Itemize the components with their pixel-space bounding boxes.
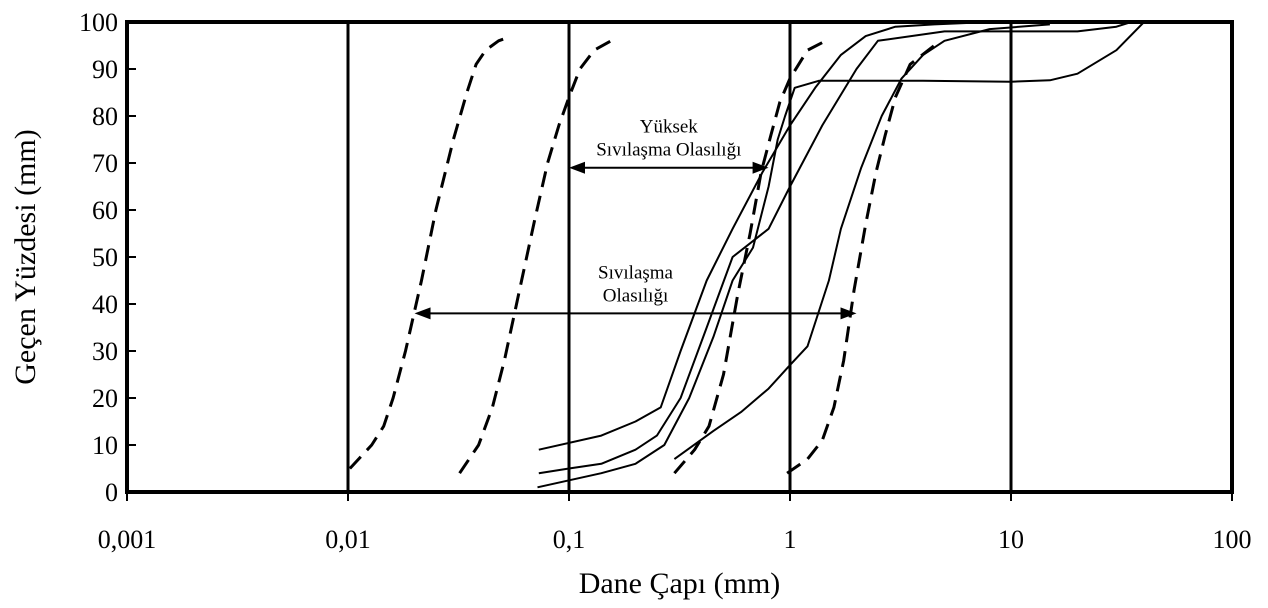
dashed-boundary-curve-3 — [673, 39, 827, 475]
dashed-boundary-curve-2 — [458, 39, 612, 475]
arrowhead — [569, 161, 585, 174]
y-tick-label: 30 — [92, 337, 118, 366]
y-tick-label: 90 — [92, 55, 118, 84]
x-tick-label: 10 — [998, 525, 1024, 554]
x-tick-label: 0,001 — [98, 525, 157, 554]
y-axis-ticks: 0 10 20 30 40 50 60 70 80 90 100 — [79, 8, 136, 507]
y-tick-label: 60 — [92, 196, 118, 225]
arrowhead — [840, 307, 857, 320]
x-tick-label: 1 — [784, 525, 797, 554]
arrowhead — [414, 307, 431, 320]
x-tick-label: 0,1 — [553, 525, 586, 554]
x-axis-ticks: 0,001 0,01 0,1 1 10 100 — [98, 492, 1252, 554]
dashed-boundary-curve-4 — [786, 44, 936, 475]
y-axis-title: Geçen Yüzdesi (mm) — [9, 129, 42, 384]
grading-curve-8 — [673, 23, 1050, 460]
plot-frame — [125, 20, 1234, 494]
y-tick-label: 100 — [79, 8, 118, 37]
y-tick-label: 80 — [92, 102, 118, 131]
grading-curve-6 — [538, 21, 990, 451]
grading-curve-5 — [537, 21, 1145, 489]
x-axis-title: Dane Çapı (mm) — [579, 567, 781, 600]
y-tick-label: 0 — [105, 478, 118, 507]
arrowhead — [752, 161, 769, 174]
y-tick-label: 10 — [92, 431, 118, 460]
vertical-gridlines — [346, 22, 1013, 492]
y-tick-label: 40 — [92, 290, 118, 319]
y-tick-label: 20 — [92, 384, 118, 413]
grading-curves — [348, 21, 1145, 489]
y-tick-label: 50 — [92, 243, 118, 272]
annotation-label: Yüksek — [640, 117, 699, 138]
x-tick-label: 100 — [1213, 525, 1252, 554]
y-tick-label: 70 — [92, 149, 118, 178]
annotation-label: Sıvılaşma — [598, 262, 674, 283]
dashed-boundary-curve-1 — [348, 34, 513, 470]
annotation-label: Olasılığı — [603, 285, 668, 306]
grading-curve-7 — [538, 21, 1132, 475]
x-tick-label: 0,01 — [325, 525, 371, 554]
annotation-label: Sıvılaşma Olasılığı — [596, 140, 741, 161]
